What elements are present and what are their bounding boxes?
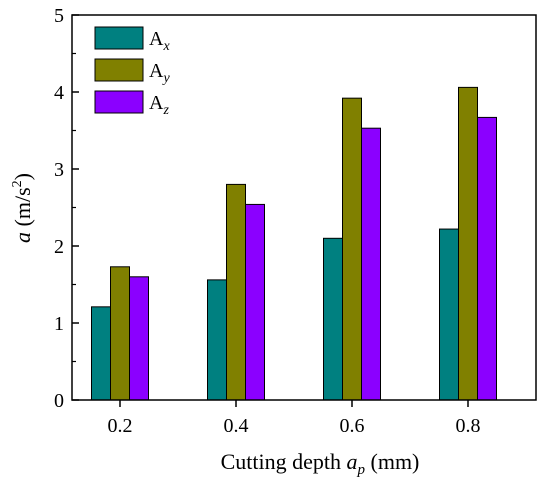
x-tick-label: 0.2 — [108, 415, 133, 437]
bar-ay-0.2 — [110, 266, 130, 401]
legend-swatch-ax — [94, 26, 144, 50]
y-axis-label: a (m/s2) — [10, 173, 35, 243]
bar-az-0.6 — [361, 127, 381, 401]
bar-ay-0.6 — [342, 97, 362, 401]
y-tick-label: 5 — [54, 5, 64, 27]
bar-ax-0.6 — [323, 237, 343, 401]
y-tick-label: 0 — [54, 390, 64, 412]
bar-ax-0.2 — [91, 306, 111, 401]
y-axis-label-unit-close: ) — [10, 173, 35, 180]
x-tick-label: 0.6 — [340, 415, 365, 437]
x-axis-label-variable: a — [347, 449, 358, 474]
bar-ay-0.4 — [226, 183, 246, 401]
y-axis-label-variable: a — [10, 232, 35, 243]
legend: Ax Ay Az — [94, 26, 170, 118]
legend-label-az: Az — [149, 92, 169, 118]
legend-swatch-ay — [94, 58, 144, 82]
y-tick-label: 3 — [54, 159, 64, 181]
legend-swatch-az — [94, 90, 144, 114]
x-tick-label: 0.8 — [456, 415, 481, 437]
y-tick-label: 4 — [54, 82, 64, 104]
x-tick-label: 0.4 — [224, 415, 249, 437]
bar-ax-0.4 — [207, 279, 227, 401]
y-tick-label: 1 — [54, 313, 64, 335]
y-axis-label-unit: (m/s — [10, 187, 35, 232]
x-axis-label-prefix: Cutting depth — [221, 449, 347, 474]
bar-az-0.2 — [129, 276, 149, 401]
bars-layer — [91, 86, 497, 401]
bar-ax-0.8 — [439, 228, 459, 401]
legend-label-ax: Ax — [149, 28, 170, 54]
bar-az-0.8 — [477, 116, 497, 401]
x-axis-label-suffix: (mm) — [365, 449, 419, 474]
bar-az-0.4 — [245, 203, 265, 401]
y-tick-label: 2 — [54, 236, 64, 258]
bar-ay-0.8 — [458, 86, 478, 401]
legend-label-ay: Ay — [149, 60, 170, 86]
y-axis-label-superscript: 2 — [10, 180, 25, 187]
x-axis-label-subscript: p — [357, 462, 366, 478]
x-axis-label: Cutting depth ap (mm) — [221, 449, 420, 478]
